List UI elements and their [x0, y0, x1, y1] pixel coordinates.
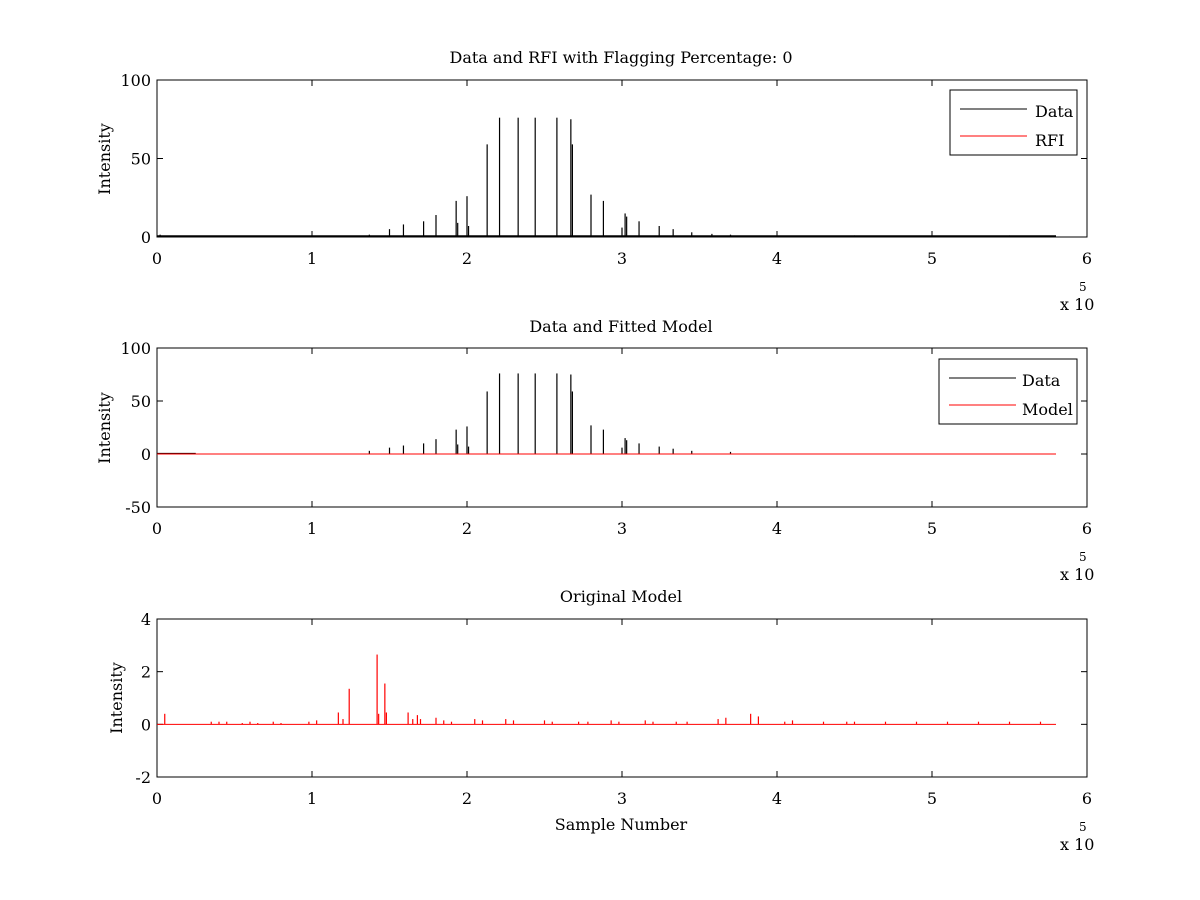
y-tick-label: 0: [141, 715, 151, 734]
subplot-title: Original Model: [560, 587, 682, 606]
subplot-title: Data and Fitted Model: [529, 317, 712, 336]
legend-box: [938, 358, 1078, 425]
x-tick-label: 5: [927, 789, 937, 808]
legend-label-model: Model: [1022, 400, 1073, 419]
x-tick-label: 3: [617, 249, 627, 268]
x-tick-label: 2: [462, 789, 472, 808]
x-tick-label: 4: [772, 789, 782, 808]
x-exponent-label: x 10: [1060, 565, 1094, 584]
x-tick-label: 4: [772, 519, 782, 538]
y-tick-label: -50: [125, 498, 151, 517]
x-tick-label: 1: [307, 249, 317, 268]
y-tick-label: 4: [141, 610, 151, 629]
y-tick-label: 50: [131, 150, 151, 169]
y-tick-label: 100: [120, 339, 151, 358]
y-tick-label: 0: [141, 445, 151, 464]
x-exponent-power: 5: [1079, 550, 1087, 564]
x-tick-label: 0: [152, 789, 162, 808]
y-tick-label: -2: [135, 768, 151, 787]
legend-label-rfi: RFI: [1035, 131, 1064, 150]
x-tick-label: 2: [462, 249, 472, 268]
x-tick-label: 6: [1082, 789, 1092, 808]
x-tick-label: 0: [152, 249, 162, 268]
x-tick-label: 2: [462, 519, 472, 538]
y-tick-label: 100: [120, 71, 151, 90]
x-axis-label: Sample Number: [555, 815, 688, 834]
y-axis-label: Intensity: [95, 123, 114, 195]
y-tick-label: 2: [141, 663, 151, 682]
x-tick-label: 3: [617, 789, 627, 808]
y-tick-label: 0: [141, 228, 151, 247]
subplot-data-model: Data and Fitted Model Intensity x 10 5 0…: [95, 317, 1094, 584]
x-tick-label: 5: [927, 519, 937, 538]
legend-label-data: Data: [1035, 102, 1074, 121]
subplot-data-rfi: Data and RFI with Flagging Percentage: 0…: [95, 48, 1094, 314]
x-tick-label: 5: [927, 249, 937, 268]
x-exponent-label: x 10: [1060, 835, 1094, 854]
x-tick-label: 1: [307, 519, 317, 538]
subplot-title: Data and RFI with Flagging Percentage: 0: [449, 48, 792, 67]
x-tick-label: 0: [152, 519, 162, 538]
legend-label-data: Data: [1022, 371, 1061, 390]
subplot-original-model: Original Model Intensity Sample Number x…: [107, 587, 1094, 854]
x-tick-label: 6: [1082, 249, 1092, 268]
x-exponent-power: 5: [1079, 820, 1087, 834]
y-tick-label: 50: [131, 392, 151, 411]
x-exponent-label: x 10: [1060, 295, 1094, 314]
x-tick-label: 4: [772, 249, 782, 268]
x-exponent-power: 5: [1079, 280, 1087, 294]
x-tick-label: 1: [307, 789, 317, 808]
x-tick-label: 3: [617, 519, 627, 538]
legend: Data Model: [938, 358, 1078, 425]
y-axis-label: Intensity: [107, 662, 126, 734]
legend: Data RFI: [949, 89, 1078, 156]
y-axis-label: Intensity: [95, 392, 114, 464]
x-tick-label: 6: [1082, 519, 1092, 538]
legend-box: [949, 89, 1078, 156]
plot-area: 0 1 2 3 4 5 6 0 50 100: [120, 71, 1092, 268]
